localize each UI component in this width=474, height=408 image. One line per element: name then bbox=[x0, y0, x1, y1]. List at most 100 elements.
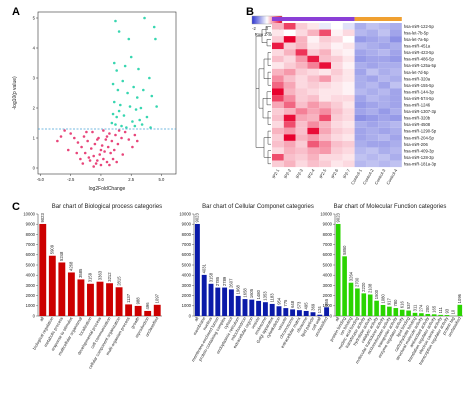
heatmap-cell bbox=[283, 81, 296, 89]
bar bbox=[201, 274, 207, 316]
heatmap-cell bbox=[354, 62, 367, 69]
heatmap-cell bbox=[331, 42, 343, 50]
heatmap-cell bbox=[366, 88, 379, 96]
bar-value-label: 200 bbox=[425, 305, 430, 313]
bar-chart-y-tick-label: 6000 bbox=[323, 252, 333, 257]
volcano-point-significant bbox=[150, 94, 154, 98]
heatmap-cell bbox=[331, 75, 343, 82]
bar-value-label: 93 bbox=[444, 308, 449, 313]
heatmap-cell bbox=[366, 36, 379, 43]
heatmap-cell bbox=[342, 140, 355, 148]
heatmap-cell bbox=[283, 134, 296, 141]
volcano-point-nonsignificant bbox=[76, 141, 80, 144]
volcano-point-significant bbox=[121, 79, 125, 83]
heatmap-cell bbox=[342, 75, 355, 82]
heatmap-cell bbox=[342, 127, 355, 135]
heatmap-cell bbox=[342, 154, 355, 161]
volcano-point-significant bbox=[133, 124, 137, 128]
volcano-plot: -5.0 -2.5 0.0 2.5 5.0 0 1 2 3 4 5 log2FoldChange -… bbox=[12, 11, 177, 192]
bar-chart-y-tick-label: 10000 bbox=[320, 211, 332, 216]
heatmap-cell bbox=[295, 81, 308, 89]
volcano-point-significant bbox=[135, 96, 139, 99]
volcano-point-significant bbox=[155, 105, 158, 108]
heatmap-cell bbox=[366, 55, 379, 63]
bar bbox=[39, 223, 47, 316]
heatmap-cell bbox=[283, 140, 296, 148]
bar bbox=[269, 303, 275, 316]
heatmap-column-label: IP2-2 bbox=[283, 168, 293, 180]
bar-value-label: 4031 bbox=[202, 263, 207, 273]
heatmap-cell bbox=[307, 147, 320, 154]
heatmap-cell bbox=[295, 75, 308, 82]
heatmap-cell bbox=[378, 127, 390, 135]
bar-chart-bio-title: Bar chart of Biological process categori… bbox=[52, 204, 162, 210]
heatmap-cell bbox=[272, 127, 284, 135]
heatmap-cell bbox=[342, 42, 355, 50]
heatmap-cell bbox=[366, 29, 379, 37]
bar-value-label: 1480 bbox=[256, 289, 261, 299]
volcano-x-tick-label: 0.0 bbox=[98, 177, 104, 182]
heatmap-cell bbox=[307, 154, 320, 161]
heatmap-row-label: hsa-miR-155-5p bbox=[404, 83, 435, 88]
heatmap-row-label: hsa-miR-451a bbox=[404, 44, 431, 49]
heatmap-cell bbox=[366, 81, 379, 89]
bar-value-label: 1097 bbox=[155, 293, 160, 303]
heatmap-cell bbox=[295, 36, 308, 43]
volcano-point-significant bbox=[142, 88, 145, 92]
bar-chart-y-tick-label: 3000 bbox=[182, 283, 192, 288]
heatmap-cell bbox=[366, 140, 379, 148]
heatmap-cell bbox=[354, 55, 367, 63]
bar bbox=[134, 305, 142, 316]
heatmap-cell bbox=[295, 147, 308, 154]
bar-chart-y-tick-label: 4000 bbox=[26, 273, 36, 278]
color-key-tick-mid: 0 bbox=[266, 26, 269, 31]
heatmap-cell bbox=[331, 88, 343, 96]
bar bbox=[296, 310, 302, 316]
bar-chart-y-tick-label: 6000 bbox=[182, 252, 192, 257]
heatmap-cell bbox=[272, 42, 284, 50]
bar-chart-y-tick-label: 0 bbox=[189, 313, 192, 318]
heatmap-cell bbox=[319, 29, 331, 37]
heatmap-cell bbox=[342, 160, 355, 168]
heatmap-row-label: hsa-miR-320b bbox=[404, 116, 431, 121]
bar-value-label: 9023 bbox=[336, 212, 341, 222]
heatmap-cell bbox=[354, 160, 367, 168]
heatmap-cell bbox=[342, 81, 355, 89]
heatmap-cell bbox=[319, 68, 331, 76]
heatmap-cell bbox=[295, 55, 308, 63]
heatmap-cell bbox=[295, 160, 308, 168]
bar-value-label: 9023 bbox=[195, 212, 200, 222]
heatmap-cell bbox=[283, 95, 296, 102]
bar-chart-y-tick-label: 5000 bbox=[26, 262, 36, 267]
heatmap-cell bbox=[366, 68, 379, 76]
heatmap-cell bbox=[366, 154, 379, 161]
volcano-point-nonsignificant bbox=[117, 129, 121, 132]
heatmap-row-label: hsa-miR-204-5p bbox=[404, 135, 435, 140]
dendrogram-branch bbox=[255, 88, 264, 148]
volcano-point-nonsignificant bbox=[66, 148, 70, 152]
volcano-point-nonsignificant bbox=[99, 163, 103, 167]
bar-chart-molecular-function: Bar chart of Molecular Function categori… bbox=[320, 204, 463, 366]
bar bbox=[215, 287, 221, 316]
heatmap-cell bbox=[307, 29, 320, 37]
heatmap-cell bbox=[307, 75, 320, 82]
heatmap-cell bbox=[378, 36, 390, 43]
bar-value-label: 1353 bbox=[263, 291, 268, 301]
volcano-point-significant bbox=[112, 100, 116, 104]
bar-chart-y-tick-label: 3000 bbox=[26, 283, 36, 288]
volcano-x-tick-label: -5.0 bbox=[37, 177, 45, 182]
volcano-point-significant bbox=[120, 124, 123, 128]
heatmap-cell bbox=[307, 114, 320, 122]
dendrogram-branch bbox=[255, 35, 262, 89]
bar bbox=[242, 299, 248, 316]
volcano-y-tick-label: 1 bbox=[33, 136, 36, 141]
bar bbox=[380, 304, 386, 316]
bar-chart-y-tick-label: 1000 bbox=[26, 303, 36, 308]
volcano-point-nonsignificant bbox=[69, 132, 72, 135]
volcano-point-significant bbox=[140, 123, 144, 126]
bar bbox=[431, 314, 437, 316]
heatmap-cell bbox=[342, 101, 355, 109]
heatmap-column-label: IP2-6 bbox=[330, 168, 340, 180]
bar-category-label: nucleus bbox=[202, 316, 214, 331]
heatmap-cell bbox=[354, 154, 367, 161]
